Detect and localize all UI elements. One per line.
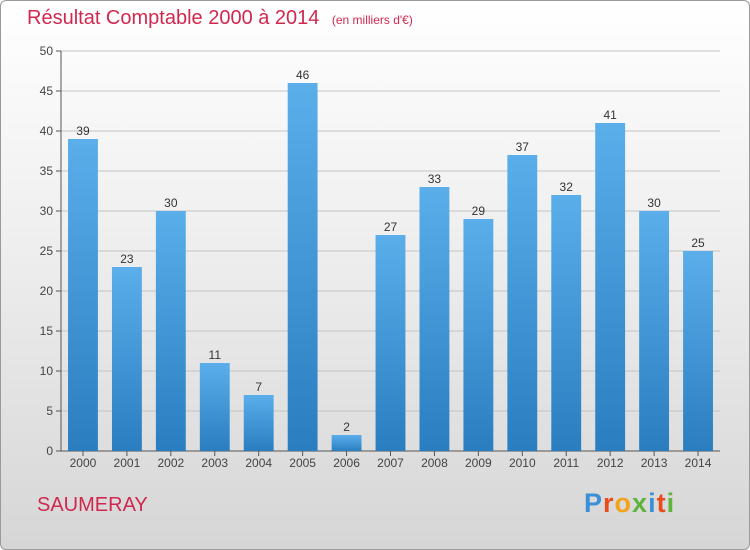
data-label: 23 [120, 252, 134, 266]
x-tick-label: 2002 [157, 456, 184, 470]
logo-letter: x [632, 488, 649, 518]
x-tick-label: 2006 [333, 456, 360, 470]
bar-2010 [507, 155, 538, 451]
bar-2004 [243, 395, 274, 451]
data-label: 32 [560, 180, 574, 194]
x-tick-label: 2005 [289, 456, 316, 470]
logo-letter: o [614, 488, 633, 518]
x-tick-label: 2013 [641, 456, 668, 470]
x-tick-label: 2001 [114, 456, 141, 470]
chart-subtitle: (en milliers d'€) [331, 13, 413, 27]
y-tick-label: 25 [40, 244, 54, 258]
x-tick-label: 2009 [465, 456, 492, 470]
bar-2001 [111, 267, 142, 451]
logo-letter: P [584, 488, 604, 518]
data-label: 30 [164, 196, 178, 210]
y-tick-label: 40 [40, 124, 54, 138]
logo-letter: t [656, 488, 667, 518]
data-label: 30 [647, 196, 661, 210]
data-label: 29 [472, 204, 486, 218]
data-label: 7 [255, 380, 262, 394]
bar-2005 [287, 83, 318, 451]
y-tick-label: 45 [40, 84, 54, 98]
commune-name: SAUMERAY [37, 494, 148, 516]
chart-title: Résultat Comptable 2000 à 2014 [27, 7, 320, 29]
bar-2009 [463, 219, 494, 451]
data-label: 37 [516, 140, 530, 154]
bar-2014 [683, 251, 713, 451]
bar-2007 [375, 235, 406, 451]
y-tick-label: 50 [40, 44, 54, 58]
x-tick-label: 2000 [70, 456, 97, 470]
bar-2013 [639, 211, 670, 451]
x-tick-label: 2012 [597, 456, 624, 470]
x-tick-label: 2011 [553, 456, 579, 470]
x-tick-label: 2008 [421, 456, 448, 470]
y-tick-label: 10 [40, 364, 54, 378]
x-tick-label: 2014 [685, 456, 712, 470]
y-tick-label: 0 [46, 444, 53, 458]
logo-letter: r [603, 488, 615, 518]
data-label: 25 [691, 236, 705, 250]
bar-2002 [155, 211, 186, 451]
y-tick-label: 5 [46, 404, 53, 418]
logo-letter: i [648, 488, 657, 518]
x-tick-label: 2003 [201, 456, 228, 470]
bar-2000 [68, 139, 98, 451]
proxiti-logo[interactable]: Proxiti [584, 488, 675, 519]
y-tick-label: 35 [40, 164, 54, 178]
data-label: 46 [296, 68, 310, 82]
bar-2003 [199, 363, 230, 451]
data-label: 2 [343, 420, 350, 434]
x-tick-label: 2004 [245, 456, 272, 470]
x-tick-label: 2010 [509, 456, 536, 470]
data-label: 33 [428, 172, 442, 186]
title-row: Résultat Comptable 2000 à 2014 (en milli… [27, 7, 413, 30]
bar-2006 [331, 435, 362, 451]
logo-letter: i [666, 488, 676, 518]
data-label: 41 [603, 108, 617, 122]
y-tick-label: 20 [40, 284, 54, 298]
y-tick-label: 15 [40, 324, 54, 338]
data-label: 27 [384, 220, 398, 234]
bar-2012 [595, 123, 626, 451]
bar-2011 [551, 195, 582, 451]
data-label: 39 [76, 124, 90, 138]
bar-2008 [419, 187, 450, 451]
y-tick-label: 30 [40, 204, 54, 218]
data-label: 11 [209, 348, 222, 362]
x-tick-label: 2007 [377, 456, 404, 470]
